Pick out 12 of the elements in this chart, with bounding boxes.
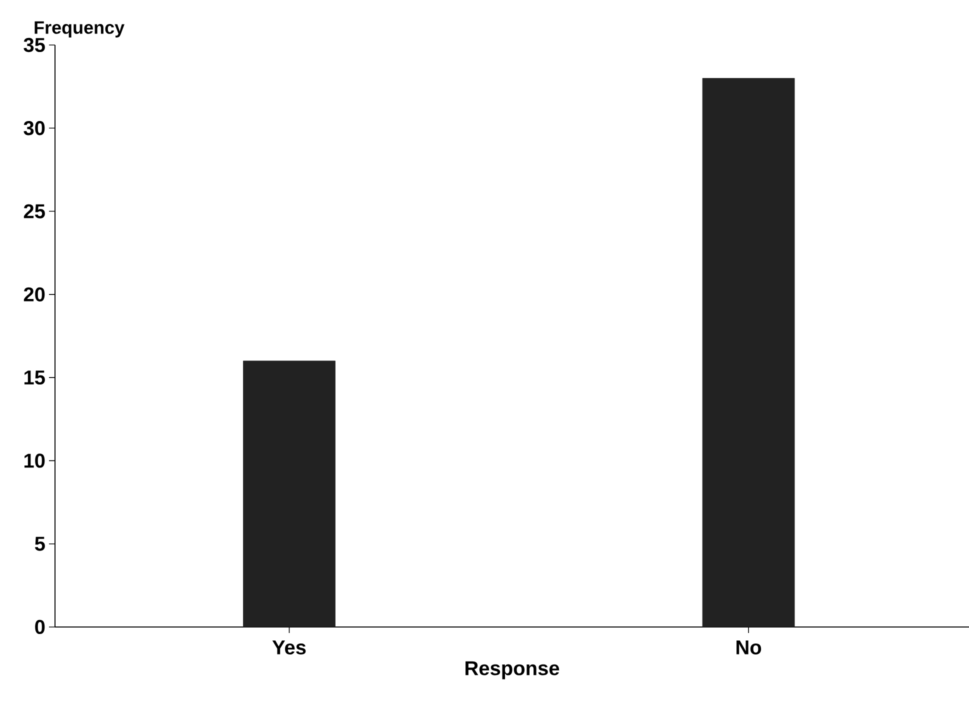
y-tick-label: 5 xyxy=(34,536,45,551)
y-tick-label: 25 xyxy=(24,204,45,218)
y-tick-label: 30 xyxy=(24,121,45,136)
y-tick-label: 10 xyxy=(24,454,45,468)
x-axis-title: Response xyxy=(466,661,560,680)
y-tick-label: 0 xyxy=(35,620,45,634)
x-tick-label: No xyxy=(736,640,762,654)
y-tick-label: 20 xyxy=(24,287,45,302)
x-tick-label: Yes xyxy=(272,640,306,654)
y-tick-label: 35 xyxy=(24,38,45,52)
y-tick-label: 15 xyxy=(24,370,45,385)
y-axis-title: Frequency xyxy=(34,21,124,38)
